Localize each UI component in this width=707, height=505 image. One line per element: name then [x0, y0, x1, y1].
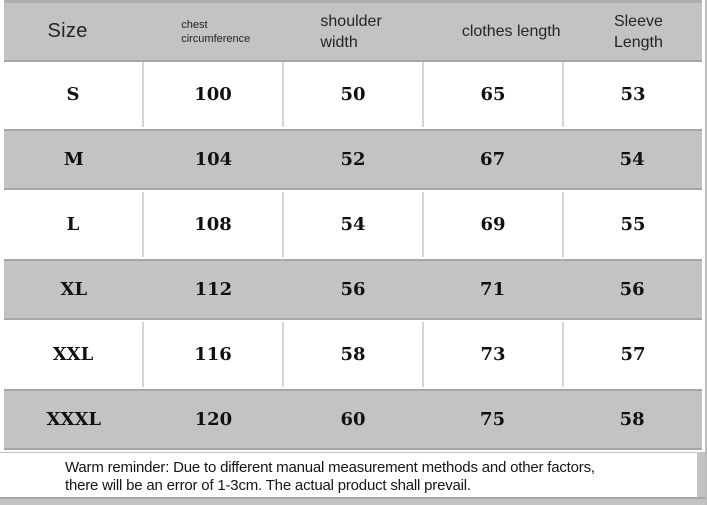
table-row-xxl: XXL 116 58 73 57 [4, 322, 702, 387]
header-cell-shoulder-width: shoulder width [308, 3, 447, 60]
cell-sleeve: 53 [562, 62, 702, 127]
header-cell-size: Size [4, 3, 131, 60]
header-label-chest-line1: chest [181, 18, 208, 31]
header-label-shoulder-line1: shoulder [320, 12, 382, 30]
cell-shoulder: 50 [282, 62, 422, 127]
size-chart-header: Size chest circumference shoulder width … [4, 0, 702, 62]
header-cell-sleeve-length: Sleeve Length [575, 3, 702, 60]
table-row-xxxl: XXXL 120 60 75 58 [4, 389, 702, 450]
cell-shoulder: 60 [340, 409, 366, 430]
header-cell-clothes-length: clothes length [448, 3, 575, 60]
cell-chest: 108 [142, 192, 282, 257]
warm-reminder-text: Warm reminder: Due to different manual m… [0, 453, 697, 497]
table-row-s: S 100 50 65 53 [4, 62, 702, 127]
table-row-m: M 104 52 67 54 [4, 129, 702, 190]
cell-sleeve: 56 [619, 279, 645, 300]
table-row-xl: XL 112 56 71 56 [4, 259, 702, 320]
cell-sleeve: 57 [562, 322, 702, 387]
cell-length: 65 [422, 62, 562, 127]
right-edge-strip [705, 0, 707, 505]
header-label-sleeve-line1: Sleeve [613, 12, 663, 30]
header-label-size: Size [47, 20, 88, 42]
cell-chest: 116 [142, 322, 282, 387]
cell-size: XXL [52, 344, 94, 365]
cell-sleeve: 58 [619, 409, 645, 430]
cell-length: 71 [480, 279, 506, 300]
cell-size: L [66, 214, 80, 235]
cell-chest: 104 [194, 149, 233, 170]
cell-size: XXXL [46, 409, 102, 430]
cell-size: M [63, 149, 84, 170]
cell-shoulder: 52 [340, 149, 366, 170]
cell-sleeve: 54 [619, 149, 645, 170]
bottom-gray-strip [0, 497, 707, 505]
table-row-l: L 108 54 69 55 [4, 192, 702, 257]
reminder-section: Warm reminder: Due to different manual m… [0, 452, 707, 497]
cell-shoulder: 58 [282, 322, 422, 387]
cell-length: 69 [422, 192, 562, 257]
cell-length: 67 [480, 149, 506, 170]
cell-size: S [66, 84, 80, 105]
header-label-shoulder-line2: width [320, 33, 358, 51]
cell-chest: 112 [194, 279, 233, 300]
cell-chest: 100 [142, 62, 282, 127]
cell-chest: 120 [194, 409, 233, 430]
cell-length: 75 [480, 409, 506, 430]
header-label-chest-line2: circumference [181, 32, 251, 45]
cell-shoulder: 56 [340, 279, 366, 300]
warm-reminder-line1: Warm reminder: Due to different manual m… [65, 459, 595, 476]
cell-length: 73 [422, 322, 562, 387]
header-cell-chest-circumference: chest circumference [131, 3, 308, 60]
header-label-sleeve-line2: Length [613, 33, 663, 51]
cell-sleeve: 55 [562, 192, 702, 257]
cell-size: XL [60, 279, 88, 300]
header-label-clothes-length: clothes length [461, 22, 561, 40]
cell-shoulder: 54 [282, 192, 422, 257]
size-chart-body: S 100 50 65 53 M 104 52 67 54 L 108 54 6… [4, 62, 702, 452]
warm-reminder-line2: there will be an error of 1-3cm. The act… [65, 477, 471, 494]
